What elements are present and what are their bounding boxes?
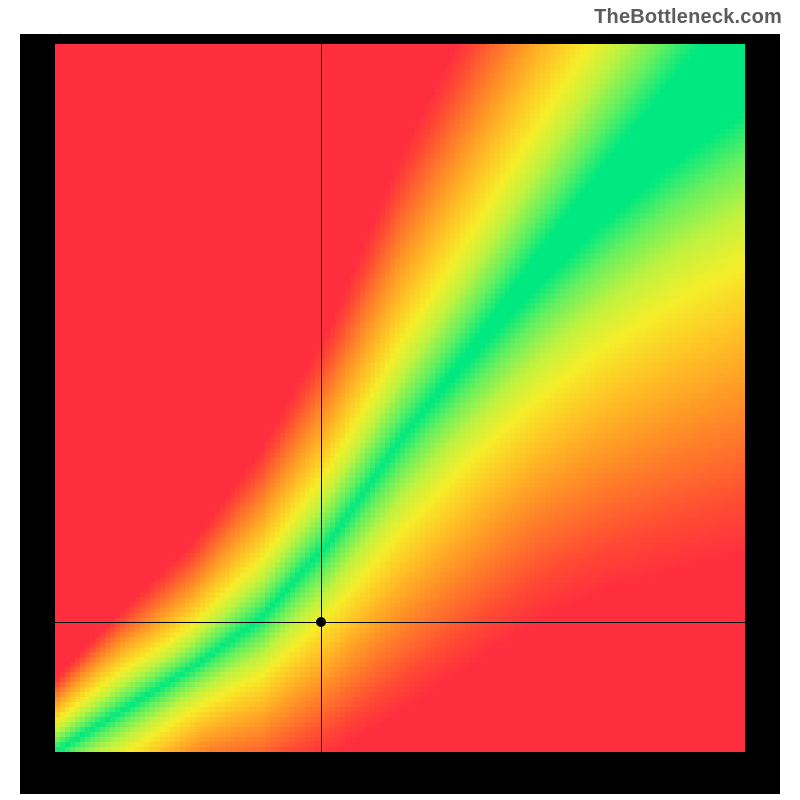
outer-frame (20, 34, 780, 794)
crosshair-vertical (321, 44, 322, 752)
crosshair-dot (316, 617, 326, 627)
watermark-text: TheBottleneck.com (594, 6, 782, 29)
crosshair-horizontal (55, 622, 745, 623)
heatmap-canvas (55, 44, 745, 752)
